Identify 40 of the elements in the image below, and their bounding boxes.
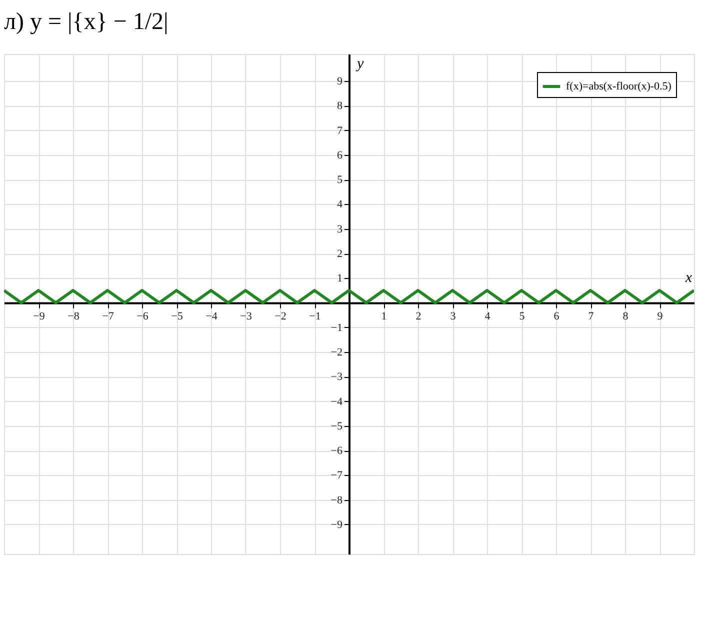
y-tick-label: −1 — [330, 322, 342, 334]
x-tick-label: 6 — [554, 310, 560, 322]
chart-title: л) y = |{x} − 1/2| — [4, 9, 168, 35]
x-tick-label: 1 — [381, 310, 387, 322]
x-tick-label: 2 — [416, 310, 422, 322]
x-tick-label: −9 — [33, 310, 46, 322]
y-tick-label: −6 — [330, 445, 343, 458]
y-tick-label: −5 — [330, 420, 343, 432]
legend-label: f(x)=abs(x-floor(x)-0.5) — [566, 80, 672, 92]
y-tick-label: −9 — [330, 518, 343, 531]
x-tick-label: 3 — [450, 310, 456, 322]
y-tick-label: −8 — [330, 494, 343, 506]
y-tick-label: −3 — [330, 371, 343, 384]
x-tick-label: −8 — [68, 310, 80, 322]
x-tick-label: 8 — [622, 310, 629, 322]
x-tick-label: 5 — [519, 310, 526, 322]
y-tick-label: 5 — [337, 174, 343, 186]
y-axis-title: y — [355, 56, 364, 72]
x-tick-label: −7 — [102, 310, 114, 322]
y-tick-label: 7 — [337, 124, 343, 137]
x-tick-label: −3 — [240, 310, 252, 322]
y-tick-label: −7 — [330, 470, 343, 482]
y-tick-label: 2 — [337, 248, 342, 260]
x-tick-label: −2 — [274, 310, 286, 322]
y-tick-label: 8 — [337, 100, 343, 112]
y-tick-label: 4 — [337, 198, 343, 211]
x-tick-label: 7 — [588, 310, 594, 322]
x-tick-label: −1 — [309, 310, 321, 322]
x-tick-label: −5 — [171, 310, 184, 322]
y-tick-label: −4 — [330, 396, 343, 408]
x-tick-label: −4 — [206, 310, 218, 322]
x-tick-label: 4 — [484, 310, 491, 322]
x-tick-label: 9 — [657, 310, 664, 322]
y-tick-label: 1 — [337, 272, 342, 285]
y-tick-label: 6 — [337, 149, 343, 162]
y-tick-label: 9 — [337, 76, 343, 88]
y-tick-label: −2 — [330, 346, 342, 359]
x-tick-label: −6 — [136, 310, 149, 322]
y-tick-label: 3 — [337, 223, 343, 236]
x-axis-title: x — [684, 270, 692, 286]
